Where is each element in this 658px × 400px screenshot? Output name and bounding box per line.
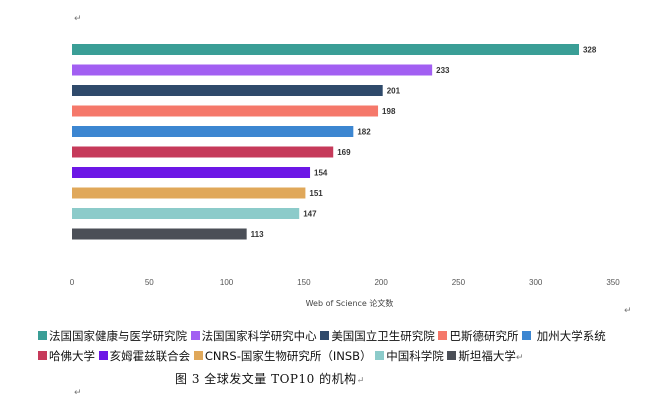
legend-item: 美国国立卫生研究院 — [320, 329, 435, 343]
legend-label: 法国国家科学研究中心 — [201, 329, 317, 343]
bar — [72, 187, 306, 199]
legend-swatch — [38, 331, 47, 340]
legend-label: CNRS-国家生物研究所（INSB） — [204, 349, 372, 363]
paragraph-mark: ↵ — [515, 353, 524, 363]
bar — [72, 105, 379, 117]
figure-caption-text: 图 3 全球发文量 TOP10 的机构 — [175, 372, 357, 386]
legend-label: 美国国立卫生研究院 — [331, 329, 435, 343]
legend-item: CNRS-国家生物研究所（INSB） — [193, 349, 372, 363]
bar — [72, 167, 311, 178]
legend-label: 斯坦福大学 — [458, 349, 516, 363]
legend-item: 斯坦福大学↵ — [447, 349, 523, 363]
paragraph-mark: ↵ — [356, 376, 365, 386]
data-label: 233 — [436, 66, 450, 75]
paragraph-mark: ↵ — [624, 306, 632, 316]
legend-label: 加州大学系统 — [536, 329, 606, 343]
legend-label: 巴斯德研究所 — [449, 329, 519, 343]
x-axis-title: Web of Science 论文数 — [306, 298, 394, 308]
legend-swatch — [193, 351, 203, 360]
paragraph-mark: ↵ — [74, 388, 82, 398]
legend-swatch — [522, 331, 532, 340]
legend-label: 哈佛大学 — [49, 349, 95, 363]
legend-item: 中国科学院 — [375, 349, 444, 363]
legend-item: 哈佛大学 — [38, 349, 95, 363]
x-tick-label: 250 — [452, 278, 466, 287]
paragraph-mark: ↵ — [74, 14, 82, 24]
legend-swatch — [375, 351, 385, 360]
data-label: 182 — [357, 128, 371, 137]
data-label: 147 — [303, 210, 317, 219]
legend-item: 加州大学系统 — [522, 329, 606, 343]
bar — [72, 208, 300, 219]
legend-swatch — [447, 351, 457, 360]
legend-label: 中国科学院 — [386, 349, 444, 363]
legend-item: 法国国家科学研究中心 — [190, 329, 317, 343]
x-tick-label: 50 — [145, 278, 154, 287]
x-tick-label: 300 — [529, 278, 543, 287]
bar — [72, 146, 334, 158]
legend-swatch — [438, 331, 448, 340]
data-label: 154 — [314, 169, 328, 178]
legend-swatch — [38, 351, 47, 360]
bar — [72, 64, 433, 76]
data-label: 328 — [583, 46, 597, 55]
chart-legend: 法国国家健康与医学研究院 法国国家科学研究中心 美国国立卫生研究院 巴斯德研究所… — [38, 326, 608, 368]
x-tick-label: 350 — [606, 278, 620, 287]
data-label: 201 — [387, 87, 401, 96]
bar — [72, 44, 579, 55]
x-tick-label: 200 — [374, 278, 388, 287]
x-tick-label: 150 — [297, 278, 311, 287]
bar-chart: 328 233 201 198 182 169 154 151 147 113 0 50 100 150 2… — [70, 44, 620, 308]
data-label: 198 — [382, 107, 396, 116]
legend-item: 亥姆霍兹联合会 — [98, 349, 191, 363]
data-label: 169 — [337, 148, 351, 157]
bar — [72, 228, 247, 240]
legend-label: 法国国家健康与医学研究院 — [49, 329, 187, 343]
x-tick-label: 100 — [220, 278, 234, 287]
bar — [72, 85, 383, 96]
figure-caption: 图 3 全球发文量 TOP10 的机构↵ — [175, 370, 365, 387]
legend-item: 巴斯德研究所 — [438, 329, 518, 343]
legend-swatch — [320, 331, 330, 340]
data-label: 113 — [251, 230, 264, 239]
legend-item: 法国国家健康与医学研究院 — [38, 329, 187, 343]
data-label: 151 — [309, 189, 323, 198]
legend-label: 亥姆霍兹联合会 — [109, 349, 191, 363]
x-tick-label: 0 — [70, 278, 75, 287]
legend-swatch — [190, 331, 200, 340]
legend-swatch — [98, 351, 108, 360]
bar — [72, 126, 354, 137]
